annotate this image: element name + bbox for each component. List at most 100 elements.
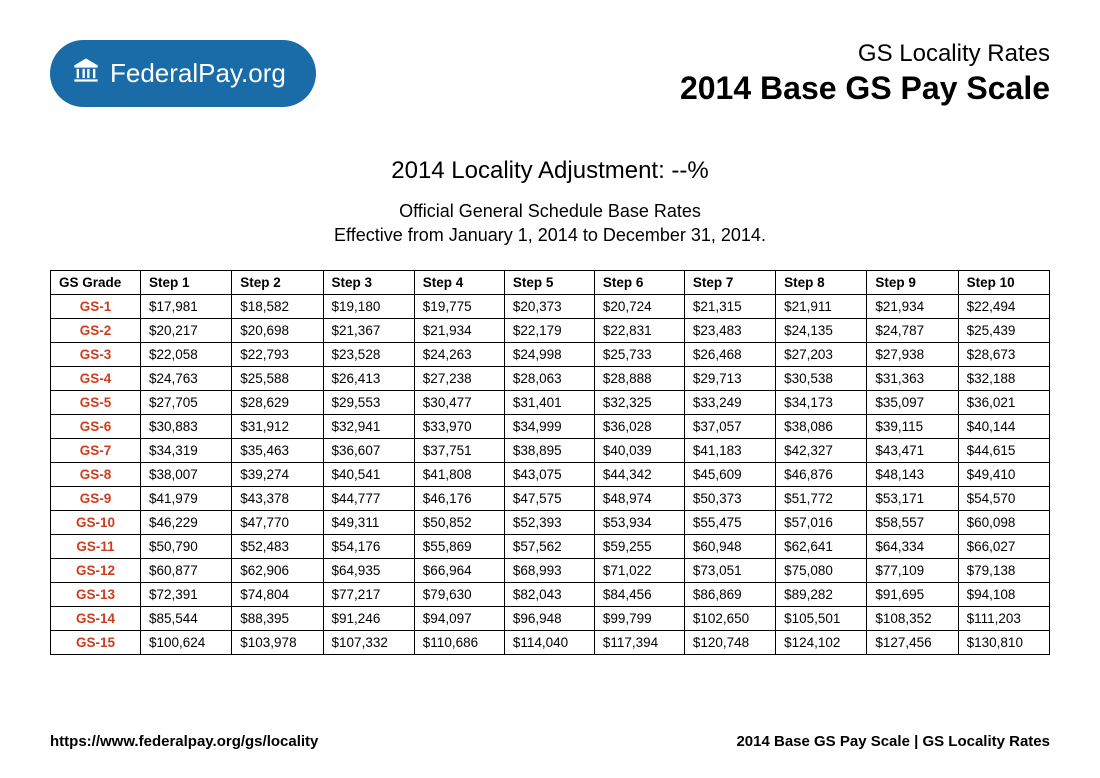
col-step-3: Step 3 (323, 270, 414, 294)
pay-cell: $23,528 (323, 342, 414, 366)
table-row: GS-14$85,544$88,395$91,246$94,097$96,948… (51, 606, 1050, 630)
pay-cell: $30,538 (776, 366, 867, 390)
pay-cell: $27,705 (141, 390, 232, 414)
logo-bold: Federal (110, 58, 198, 88)
pay-cell: $33,249 (684, 390, 775, 414)
pay-cell: $49,410 (958, 462, 1049, 486)
pay-cell: $46,176 (414, 486, 504, 510)
pay-cell: $50,373 (684, 486, 775, 510)
pay-cell: $64,334 (867, 534, 958, 558)
pay-cell: $77,109 (867, 558, 958, 582)
pay-cell: $64,935 (323, 558, 414, 582)
pay-cell: $39,274 (232, 462, 323, 486)
pay-cell: $25,439 (958, 318, 1049, 342)
pay-cell: $24,263 (414, 342, 504, 366)
pay-cell: $107,332 (323, 630, 414, 654)
pay-cell: $32,941 (323, 414, 414, 438)
pay-cell: $60,948 (684, 534, 775, 558)
pay-cell: $31,912 (232, 414, 323, 438)
grade-cell: GS-14 (51, 606, 141, 630)
table-row: GS-7$34,319$35,463$36,607$37,751$38,895$… (51, 438, 1050, 462)
table-row: GS-4$24,763$25,588$26,413$27,238$28,063$… (51, 366, 1050, 390)
pay-cell: $84,456 (594, 582, 684, 606)
pay-cell: $96,948 (504, 606, 594, 630)
pay-cell: $91,246 (323, 606, 414, 630)
pay-cell: $23,483 (684, 318, 775, 342)
pay-cell: $24,787 (867, 318, 958, 342)
grade-cell: GS-9 (51, 486, 141, 510)
pay-cell: $26,468 (684, 342, 775, 366)
pay-cell: $51,772 (776, 486, 867, 510)
pay-cell: $52,483 (232, 534, 323, 558)
pay-cell: $53,171 (867, 486, 958, 510)
pay-cell: $35,097 (867, 390, 958, 414)
table-row: GS-10$46,229$47,770$49,311$50,852$52,393… (51, 510, 1050, 534)
pay-cell: $32,325 (594, 390, 684, 414)
footer-url: https://www.federalpay.org/gs/locality (50, 733, 318, 750)
pay-cell: $94,097 (414, 606, 504, 630)
bank-icon (72, 56, 100, 91)
pay-cell: $28,629 (232, 390, 323, 414)
pay-cell: $105,501 (776, 606, 867, 630)
pay-cell: $34,173 (776, 390, 867, 414)
pay-cell: $19,180 (323, 294, 414, 318)
pay-cell: $25,733 (594, 342, 684, 366)
pay-cell: $91,695 (867, 582, 958, 606)
pay-cell: $99,799 (594, 606, 684, 630)
pay-cell: $21,934 (414, 318, 504, 342)
pay-cell: $44,777 (323, 486, 414, 510)
pay-cell: $21,315 (684, 294, 775, 318)
pay-cell: $22,831 (594, 318, 684, 342)
pay-cell: $42,327 (776, 438, 867, 462)
pay-cell: $68,993 (504, 558, 594, 582)
pay-cell: $21,934 (867, 294, 958, 318)
pay-cell: $24,998 (504, 342, 594, 366)
grade-cell: GS-5 (51, 390, 141, 414)
pay-cell: $55,475 (684, 510, 775, 534)
pay-cell: $110,686 (414, 630, 504, 654)
grade-cell: GS-11 (51, 534, 141, 558)
pay-cell: $66,027 (958, 534, 1049, 558)
pay-cell: $38,007 (141, 462, 232, 486)
table-row: GS-1$17,981$18,582$19,180$19,775$20,373$… (51, 294, 1050, 318)
pay-cell: $37,751 (414, 438, 504, 462)
pay-cell: $94,108 (958, 582, 1049, 606)
pay-cell: $85,544 (141, 606, 232, 630)
pay-cell: $44,342 (594, 462, 684, 486)
logo-light: Pay.org (198, 58, 286, 88)
pay-cell: $60,098 (958, 510, 1049, 534)
pay-cell: $50,790 (141, 534, 232, 558)
table-row: GS-3$22,058$22,793$23,528$24,263$24,998$… (51, 342, 1050, 366)
pay-cell: $55,869 (414, 534, 504, 558)
pay-cell: $22,179 (504, 318, 594, 342)
pay-cell: $62,641 (776, 534, 867, 558)
pay-cell: $53,934 (594, 510, 684, 534)
table-header-row: GS GradeStep 1Step 2Step 3Step 4Step 5St… (51, 270, 1050, 294)
pay-cell: $100,624 (141, 630, 232, 654)
pay-cell: $49,311 (323, 510, 414, 534)
pay-cell: $34,999 (504, 414, 594, 438)
col-step-1: Step 1 (141, 270, 232, 294)
pay-cell: $40,144 (958, 414, 1049, 438)
pay-cell: $22,793 (232, 342, 323, 366)
pay-cell: $21,367 (323, 318, 414, 342)
col-step-10: Step 10 (958, 270, 1049, 294)
pay-cell: $43,471 (867, 438, 958, 462)
pay-cell: $29,713 (684, 366, 775, 390)
pay-cell: $57,016 (776, 510, 867, 534)
pay-cell: $89,282 (776, 582, 867, 606)
pay-cell: $28,888 (594, 366, 684, 390)
grade-cell: GS-13 (51, 582, 141, 606)
logo-text: FederalPay.org (110, 58, 286, 89)
pay-cell: $114,040 (504, 630, 594, 654)
col-grade: GS Grade (51, 270, 141, 294)
site-logo: FederalPay.org (50, 40, 316, 107)
table-row: GS-6$30,883$31,912$32,941$33,970$34,999$… (51, 414, 1050, 438)
col-step-5: Step 5 (504, 270, 594, 294)
pay-cell: $20,698 (232, 318, 323, 342)
grade-cell: GS-3 (51, 342, 141, 366)
pay-cell: $18,582 (232, 294, 323, 318)
pay-cell: $19,775 (414, 294, 504, 318)
grade-cell: GS-4 (51, 366, 141, 390)
header-title: 2014 Base GS Pay Scale (680, 70, 1050, 107)
